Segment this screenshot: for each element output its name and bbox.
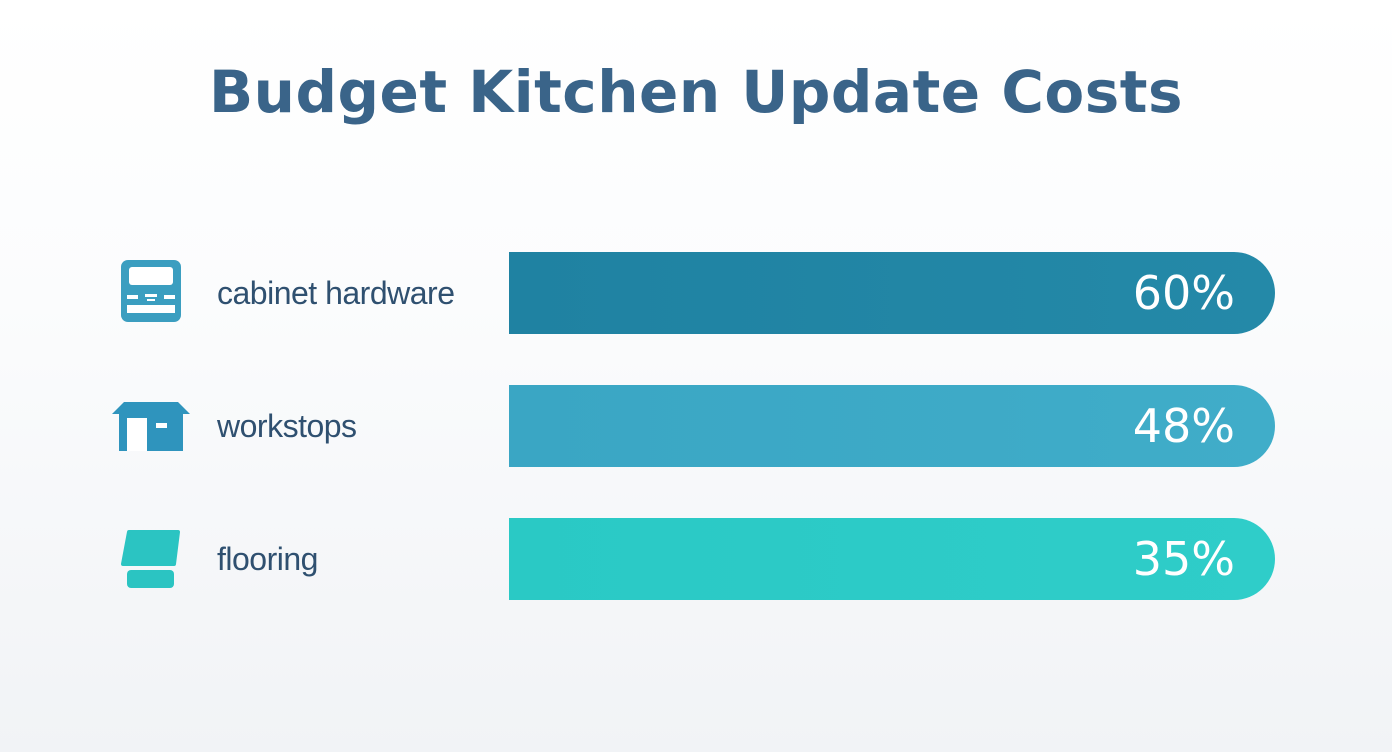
category-label: flooring <box>217 541 318 577</box>
category-label: workstops <box>217 408 357 444</box>
bar: 35% <box>509 518 1275 600</box>
house-icon <box>112 402 190 451</box>
bar: 60% <box>509 252 1275 334</box>
bar-row-flooring: flooring 35% <box>0 518 1392 600</box>
cabinet-hardware-icon <box>121 260 181 322</box>
bar-row-workstops: workstops 48% <box>0 385 1392 467</box>
value-label: 60% <box>1132 266 1235 320</box>
bar: 48% <box>509 385 1275 467</box>
value-label: 35% <box>1132 532 1235 586</box>
floor-tile-icon <box>121 530 180 588</box>
chart-title: Budget Kitchen Update Costs <box>208 58 1184 126</box>
category-label: cabinet hardware <box>217 275 455 311</box>
bar-row-cabinet-hardware: cabinet hardware 60% <box>0 252 1392 334</box>
value-label: 48% <box>1132 399 1235 453</box>
